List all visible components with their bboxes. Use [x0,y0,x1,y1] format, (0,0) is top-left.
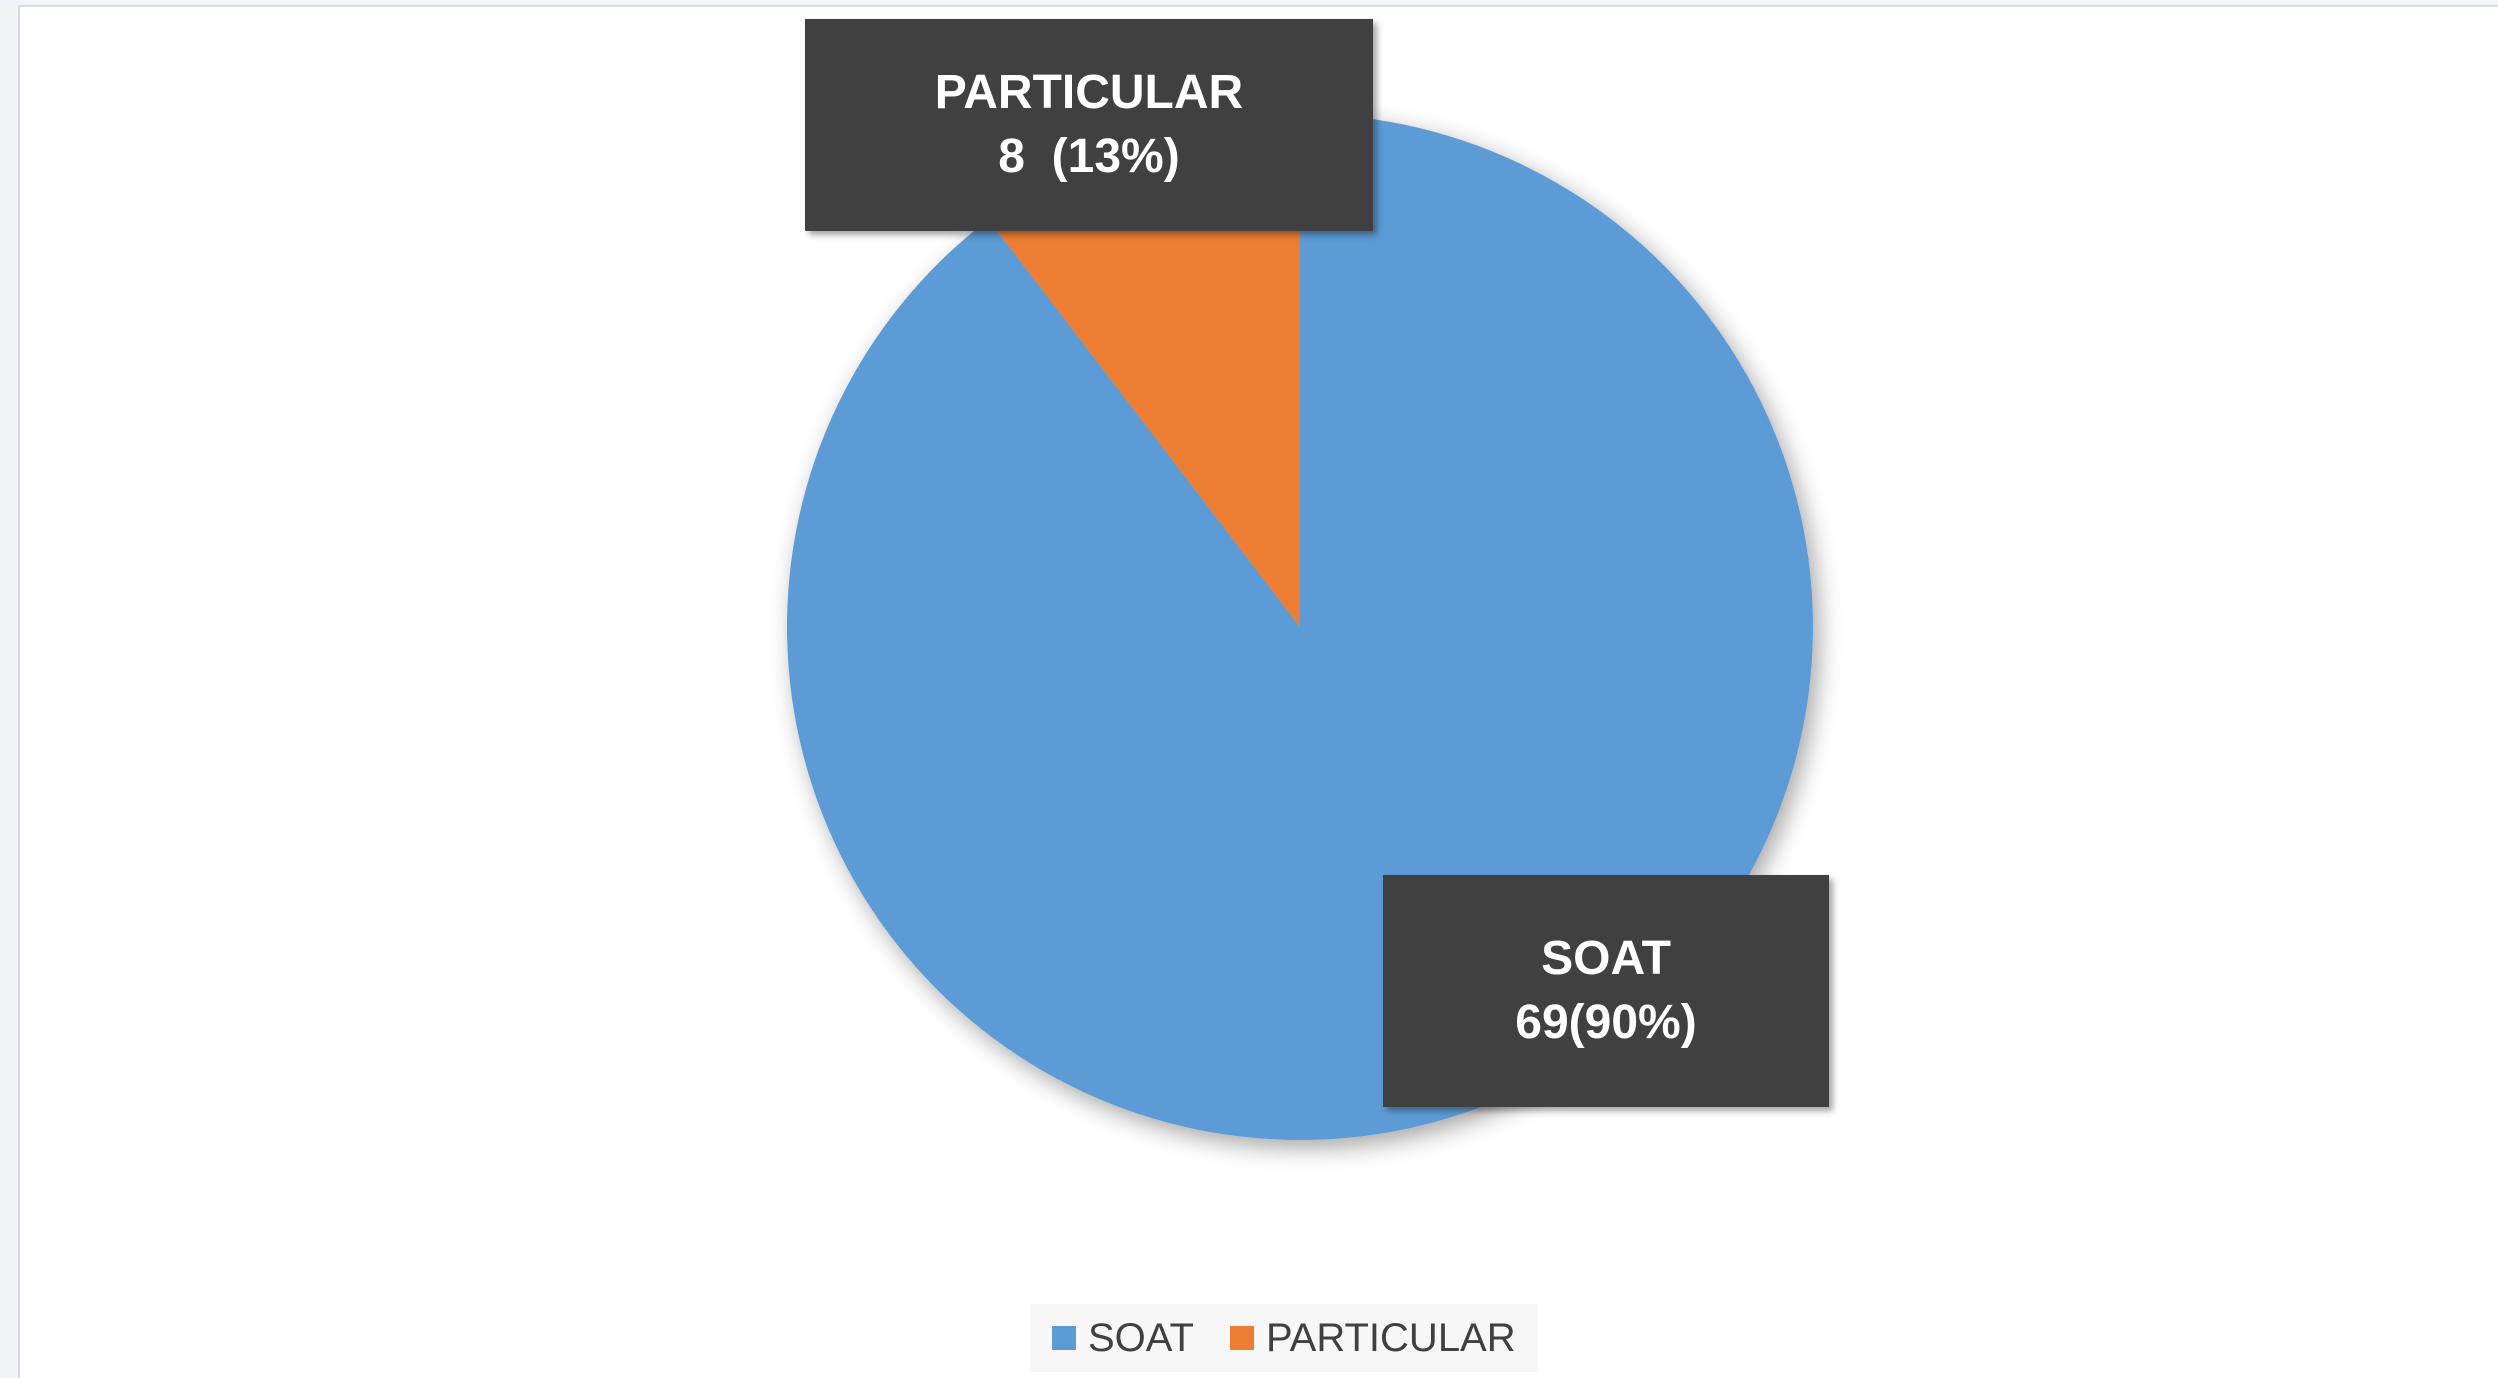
data-label-particular-value: 8 (13%) [998,130,1180,183]
legend-item-soat: SOAT [1052,1316,1194,1361]
legend: SOAT PARTICULAR [1030,1304,1538,1372]
data-label-soat-name: SOAT [1541,932,1671,985]
legend-label-particular: PARTICULAR [1265,1315,1516,1360]
data-label-particular: PARTICULAR 8 (13%) [805,19,1373,231]
legend-label-soat: SOAT [1088,1315,1194,1360]
pie-slice-particular [988,113,1300,627]
legend-item-particular: PARTICULAR [1229,1315,1516,1361]
legend-swatch-soat [1052,1326,1076,1350]
data-label-particular-name: PARTICULAR [934,66,1244,119]
legend-swatch-particular [1229,1326,1254,1350]
data-label-soat: SOAT 69(90%) [1383,875,1829,1107]
chart-area: PARTICULAR 8 (13%) SOAT 69(90%) SOAT PAR… [18,5,2498,1378]
data-label-soat-value: 69(90%) [1515,996,1697,1049]
